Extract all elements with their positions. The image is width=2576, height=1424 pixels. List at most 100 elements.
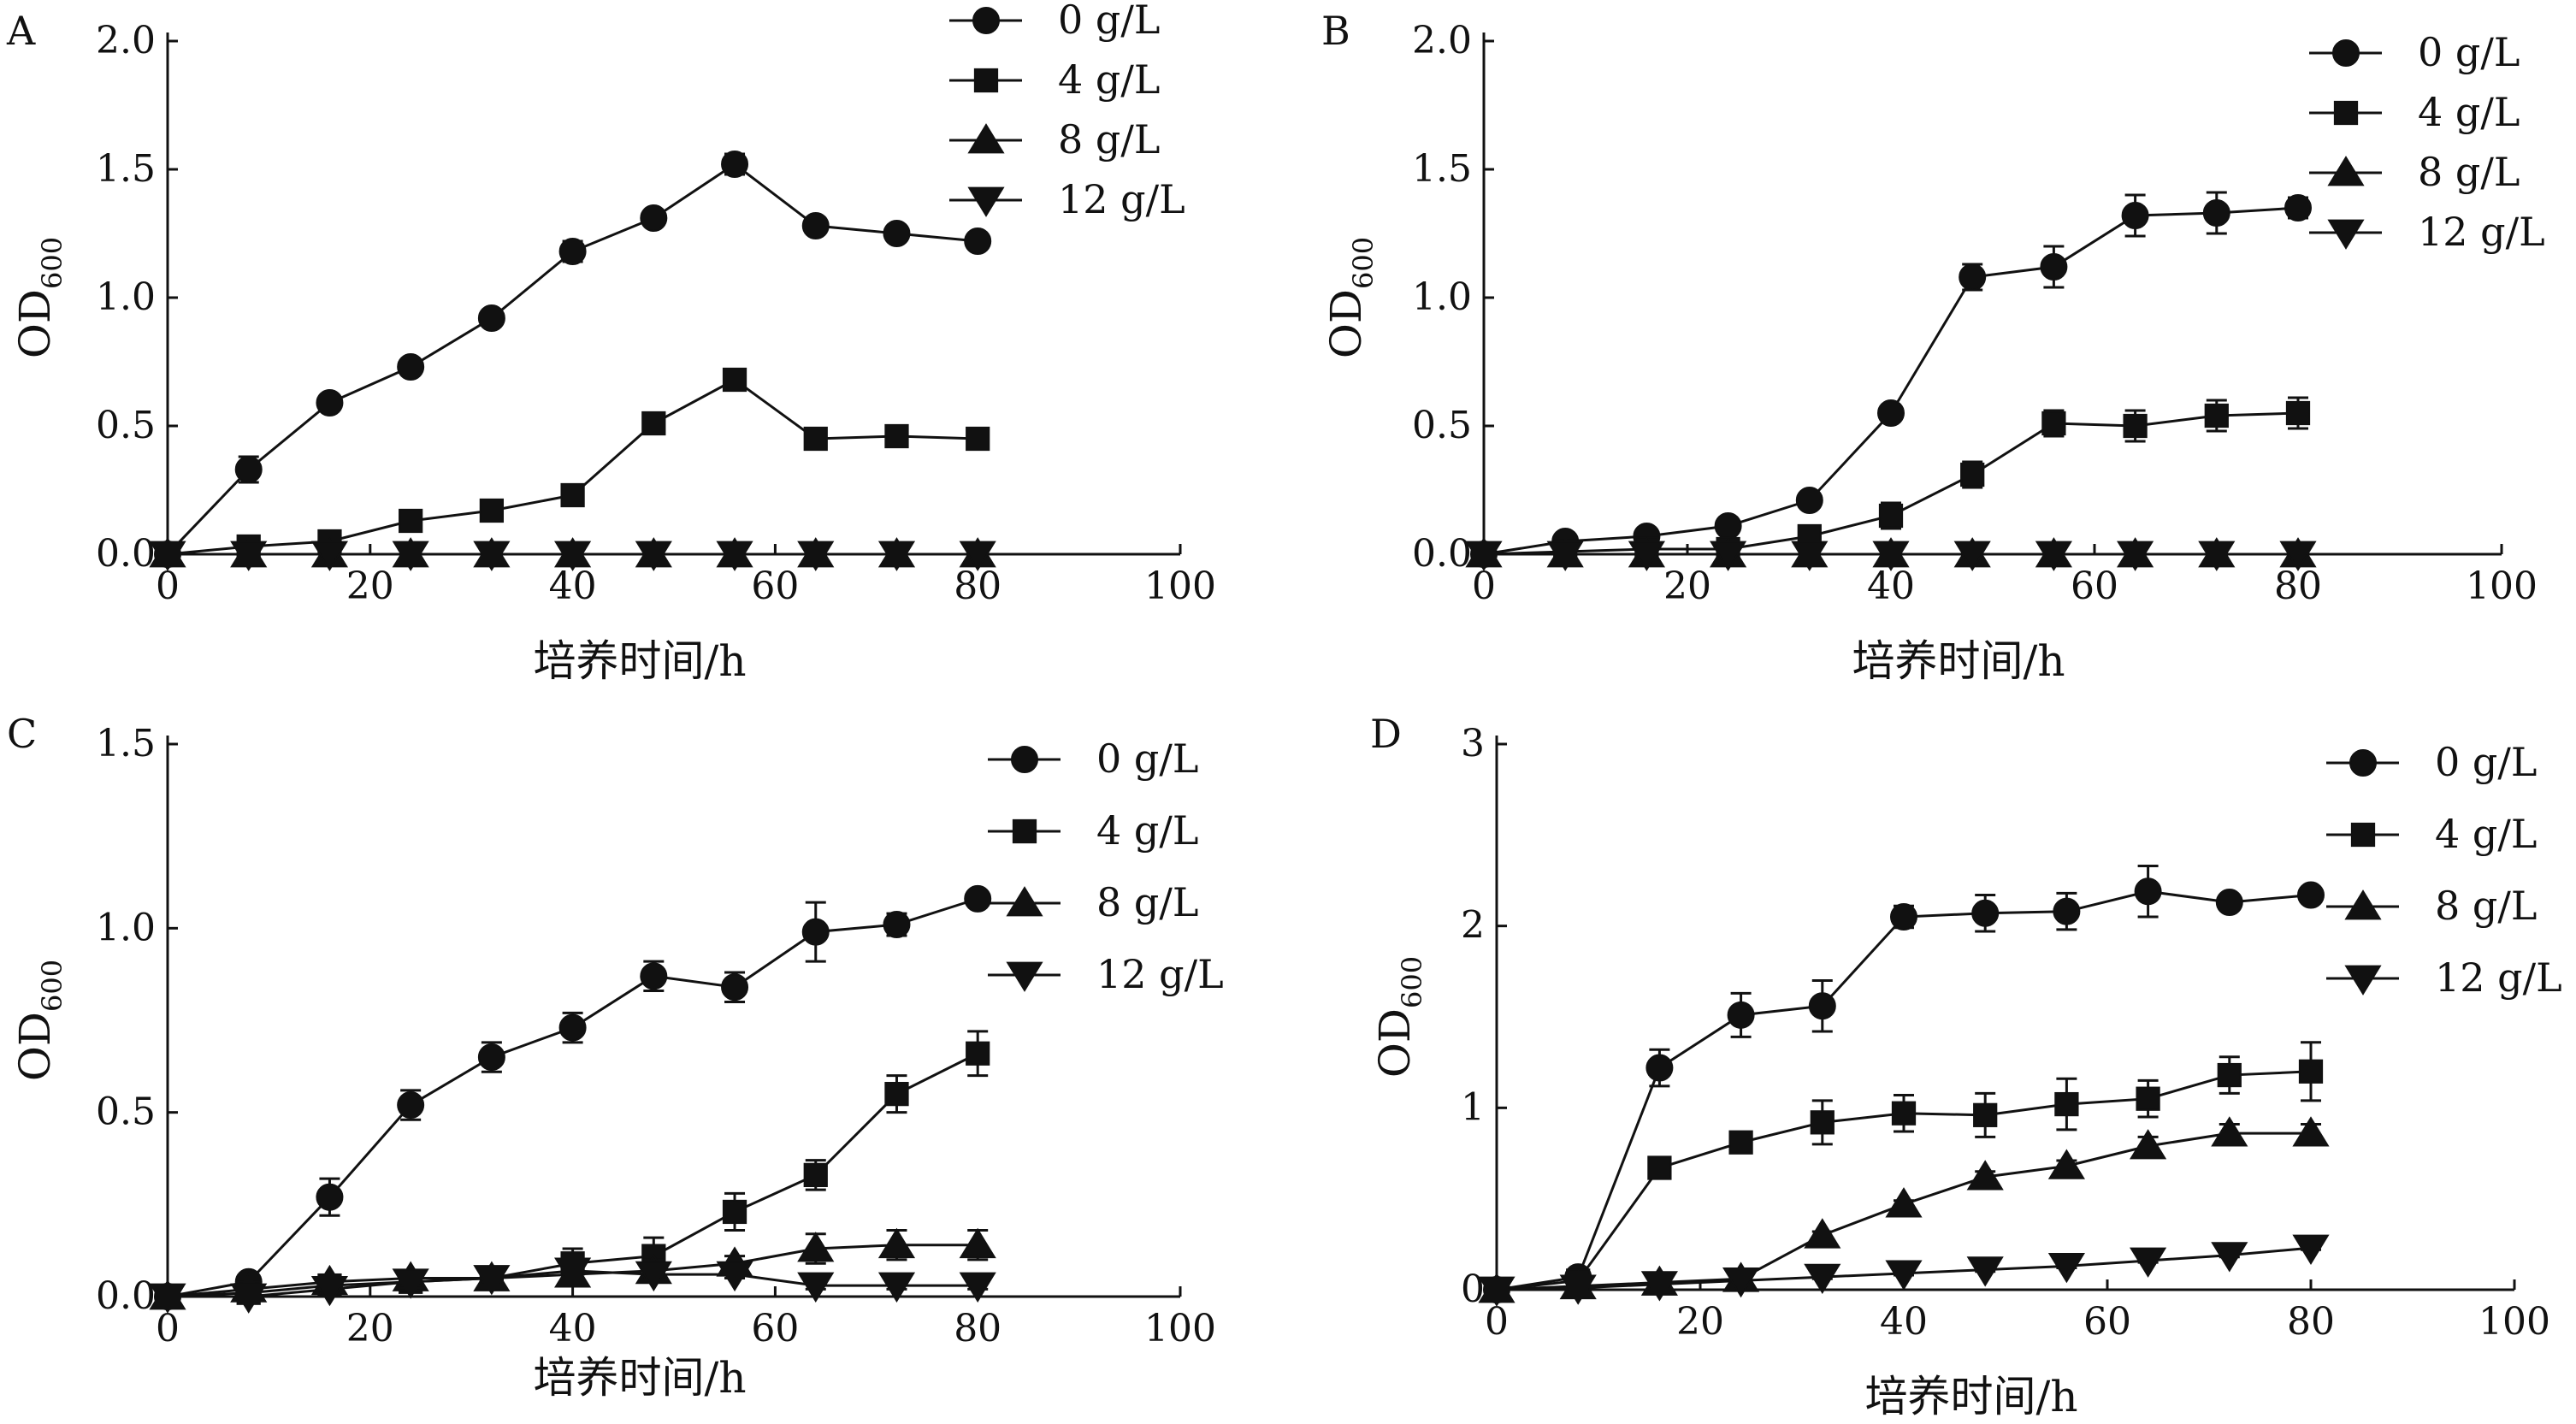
data-point bbox=[2121, 202, 2149, 229]
legend-item: 4 g/L bbox=[2326, 811, 2537, 857]
data-point bbox=[1722, 1267, 1760, 1298]
x-axis-label: 培养时间/h bbox=[1864, 1372, 2077, 1421]
x-tick-label: 20 bbox=[1676, 1300, 1724, 1344]
legend-item: 12 g/L bbox=[2326, 954, 2562, 1001]
data-point bbox=[479, 498, 505, 523]
data-point bbox=[801, 918, 830, 946]
legend-marker bbox=[1011, 746, 1038, 773]
data-point bbox=[1628, 541, 1665, 571]
series-0 bbox=[1470, 191, 2312, 568]
x-axis-label: 培养时间/h bbox=[533, 636, 746, 686]
y-tick-label: 0.0 bbox=[96, 1274, 156, 1318]
legend-marker bbox=[2350, 822, 2376, 848]
x-axis-label: 培养时间/h bbox=[1852, 636, 2065, 686]
x-tick-label: 0 bbox=[156, 1307, 180, 1350]
data-point bbox=[1971, 899, 2000, 927]
y-tick-label: 1.5 bbox=[96, 147, 156, 191]
data-point bbox=[1559, 1274, 1597, 1305]
data-point bbox=[1647, 1155, 1672, 1180]
data-point bbox=[397, 1091, 425, 1120]
data-point bbox=[722, 1199, 747, 1225]
y-axis-label-subscript: 600 bbox=[36, 237, 68, 289]
data-point bbox=[2297, 881, 2325, 909]
x-tick-label: 40 bbox=[549, 1307, 597, 1350]
x-tick-label: 60 bbox=[751, 1307, 799, 1350]
x-tick-label: 100 bbox=[1144, 564, 1216, 608]
data-point bbox=[964, 884, 992, 913]
data-point bbox=[966, 1041, 990, 1066]
y-axis-label-main: OD bbox=[1321, 289, 1371, 358]
data-point bbox=[1966, 1256, 2004, 1287]
data-point bbox=[721, 973, 749, 1002]
legend-marker bbox=[2327, 219, 2365, 250]
data-point bbox=[1960, 462, 1985, 487]
data-point bbox=[2040, 253, 2068, 281]
data-point bbox=[2215, 889, 2243, 917]
data-point bbox=[2035, 541, 2072, 571]
data-point bbox=[1791, 541, 1829, 571]
x-axis-label: 培养时间/h bbox=[533, 1353, 746, 1403]
data-point bbox=[2134, 877, 2162, 906]
y-tick-label: 0 bbox=[1461, 1267, 1485, 1311]
legend-label: 8 g/L bbox=[1058, 116, 1160, 162]
legend-item: 12 g/L bbox=[949, 176, 1185, 222]
series-1 bbox=[155, 367, 990, 567]
data-point bbox=[2047, 1252, 2085, 1284]
data-point bbox=[1640, 1271, 1678, 1302]
x-tick-label: 80 bbox=[2274, 564, 2322, 608]
data-point bbox=[477, 304, 505, 332]
data-point bbox=[2202, 199, 2230, 227]
panel-letter: A bbox=[6, 8, 36, 54]
data-point bbox=[397, 353, 425, 381]
legend-label: 0 g/L bbox=[2418, 29, 2520, 75]
legend-item: 8 g/L bbox=[2326, 883, 2537, 929]
data-point bbox=[310, 1275, 349, 1307]
y-axis-label: OD600 bbox=[10, 960, 68, 1081]
data-point bbox=[1728, 1130, 1753, 1155]
y-tick-label: 3 bbox=[1461, 722, 1485, 765]
x-tick-label: 20 bbox=[1663, 564, 1711, 608]
data-point bbox=[1546, 541, 1584, 571]
data-point bbox=[2292, 1116, 2330, 1147]
series-line bbox=[167, 378, 978, 556]
data-point bbox=[877, 1227, 916, 1259]
data-point bbox=[392, 1268, 429, 1299]
y-tick-label: 1 bbox=[1461, 1085, 1485, 1129]
legend-label: 4 g/L bbox=[2418, 89, 2520, 135]
data-point bbox=[1795, 487, 1823, 514]
x-tick-label: 0 bbox=[1485, 1300, 1509, 1344]
x-tick-label: 80 bbox=[954, 1307, 1001, 1350]
data-point bbox=[2298, 1059, 2324, 1084]
x-tick-label: 40 bbox=[1867, 564, 1915, 608]
data-point bbox=[473, 1265, 511, 1296]
data-point bbox=[1953, 541, 1991, 571]
data-point bbox=[883, 911, 911, 939]
y-tick-label: 0.0 bbox=[96, 532, 156, 576]
data-point bbox=[1872, 541, 1910, 571]
y-axis-label-subscript: 600 bbox=[1396, 956, 1428, 1008]
y-axis-label: OD600 bbox=[1321, 237, 1380, 358]
data-point bbox=[2130, 1129, 2167, 1160]
data-point bbox=[1885, 1187, 1923, 1218]
y-tick-label: 0.0 bbox=[1412, 532, 1472, 576]
panel-letter: D bbox=[1370, 711, 1402, 757]
y-axis-label-subscript: 600 bbox=[1347, 237, 1380, 289]
data-point bbox=[558, 1013, 587, 1042]
legend-label: 12 g/L bbox=[1096, 951, 1224, 997]
axes bbox=[166, 32, 1182, 556]
data-point bbox=[2198, 541, 2236, 571]
legend-item: 4 g/L bbox=[988, 807, 1198, 854]
legend-item: 4 g/L bbox=[2309, 89, 2520, 135]
y-tick-label: 0.5 bbox=[96, 404, 156, 447]
x-tick-label: 60 bbox=[2071, 564, 2118, 608]
panel-letter: C bbox=[7, 711, 37, 757]
data-point bbox=[2130, 1247, 2167, 1278]
data-point bbox=[641, 411, 666, 436]
data-point bbox=[2217, 1062, 2242, 1088]
series-line bbox=[167, 897, 978, 1298]
y-axis-label-main: OD bbox=[1370, 1008, 1420, 1078]
data-point bbox=[230, 1283, 268, 1314]
x-tick-label: 60 bbox=[2083, 1300, 2131, 1344]
data-point bbox=[2211, 1242, 2248, 1273]
data-point bbox=[640, 204, 668, 232]
